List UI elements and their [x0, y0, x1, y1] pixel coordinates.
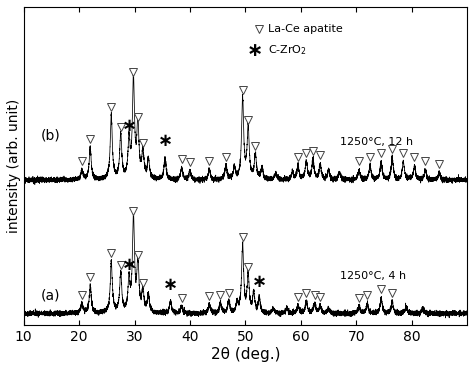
Y-axis label: intensity (arb. unit): intensity (arb. unit) — [7, 99, 21, 233]
Text: ∗: ∗ — [163, 276, 178, 294]
Text: La-Ce apatite: La-Ce apatite — [267, 24, 342, 34]
Text: (b): (b) — [40, 128, 60, 142]
X-axis label: 2θ (deg.): 2θ (deg.) — [210, 347, 280, 362]
Text: 1250°C, 4 h: 1250°C, 4 h — [339, 271, 406, 281]
Text: (a): (a) — [40, 289, 60, 303]
Text: 1250°C, 12 h: 1250°C, 12 h — [339, 137, 413, 148]
Text: ∗: ∗ — [121, 256, 137, 274]
Text: ∗: ∗ — [252, 273, 267, 291]
Text: ∗: ∗ — [247, 41, 264, 60]
Text: C-ZrO$_2$: C-ZrO$_2$ — [267, 44, 307, 57]
Text: ∗: ∗ — [157, 132, 173, 150]
Text: ∗: ∗ — [121, 117, 137, 135]
